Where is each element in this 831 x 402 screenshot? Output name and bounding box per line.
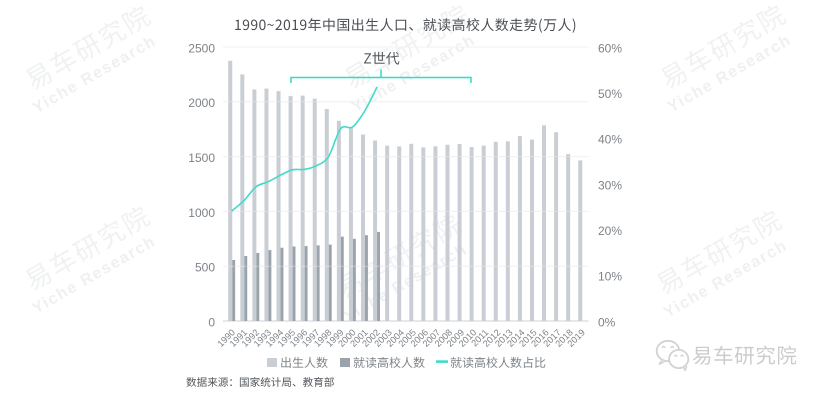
svg-text:0: 0 xyxy=(208,315,215,329)
svg-text:500: 500 xyxy=(195,261,215,275)
svg-text:20%: 20% xyxy=(598,224,622,238)
svg-text:1000: 1000 xyxy=(188,206,215,220)
svg-text:30%: 30% xyxy=(598,178,622,192)
svg-text:2000: 2000 xyxy=(188,96,215,110)
svg-text:60%: 60% xyxy=(598,41,622,55)
svg-text:40%: 40% xyxy=(598,133,622,147)
svg-text:1500: 1500 xyxy=(188,151,215,165)
svg-text:10%: 10% xyxy=(598,270,622,284)
svg-text:2500: 2500 xyxy=(188,41,215,55)
svg-text:50%: 50% xyxy=(598,87,622,101)
svg-text:0%: 0% xyxy=(598,315,616,329)
